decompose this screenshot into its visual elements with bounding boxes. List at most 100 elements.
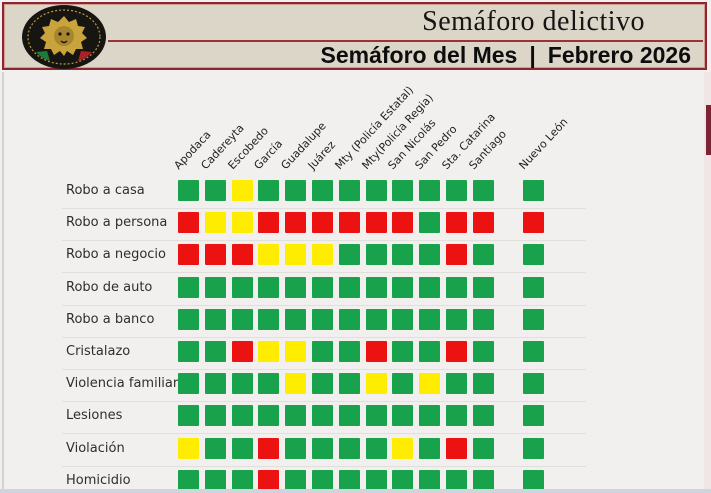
status-cell-red [258,438,279,459]
status-cell-green [232,470,253,491]
status-cell-green [285,277,306,298]
status-cell-green [205,309,226,330]
status-cell-green [232,438,253,459]
status-cell-green [205,180,226,201]
row-separator [62,337,586,338]
status-cell-green [285,405,306,426]
status-cell-green [339,438,360,459]
status-cell-green [523,180,544,201]
status-cell-green [446,277,467,298]
status-cell-green [258,180,279,201]
status-cell-green [339,341,360,362]
status-cell-green [392,244,413,265]
status-cell-green [232,373,253,394]
window-left-edge [2,72,4,489]
status-cell-green [312,341,333,362]
status-cell-green [473,438,494,459]
row-label: Robo a negocio [66,247,166,262]
status-cell-green [392,373,413,394]
status-cell-red [258,470,279,491]
status-cell-green [178,277,199,298]
status-cell-yellow [232,212,253,233]
status-cell-red [232,244,253,265]
status-cell-green [312,405,333,426]
status-cell-green [446,470,467,491]
status-cell-red [339,212,360,233]
row-separator [62,240,586,241]
status-cell-yellow [285,244,306,265]
status-cell-yellow [419,373,440,394]
status-cell-red [523,212,544,233]
status-cell-green [473,373,494,394]
page-title: Semáforo delictivo [422,6,645,37]
status-cell-green [232,309,253,330]
row-label: Cristalazo [66,344,131,359]
status-cell-green [339,180,360,201]
status-cell-yellow [178,438,199,459]
status-cell-green [392,180,413,201]
status-cell-green [446,180,467,201]
scrollbar-track[interactable] [704,72,711,489]
row-separator [62,466,586,467]
status-cell-green [392,405,413,426]
status-cell-green [419,405,440,426]
status-cell-green [523,341,544,362]
status-cell-green [339,373,360,394]
status-cell-red [392,212,413,233]
status-cell-green [392,277,413,298]
status-cell-green [366,180,387,201]
status-cell-green [473,341,494,362]
status-cell-green [205,438,226,459]
row-label: Robo a banco [66,312,155,327]
status-cell-green [473,470,494,491]
status-cell-green [473,277,494,298]
status-cell-yellow [205,212,226,233]
status-cell-green [339,277,360,298]
status-cell-green [312,438,333,459]
status-cell-green [178,309,199,330]
status-cell-yellow [258,244,279,265]
status-cell-green [205,341,226,362]
status-cell-green [392,470,413,491]
status-cell-green [523,309,544,330]
status-cell-green [419,470,440,491]
status-cell-green [419,277,440,298]
status-cell-green [392,309,413,330]
status-cell-green [419,309,440,330]
status-cell-yellow [285,373,306,394]
status-cell-green [178,470,199,491]
subtitle-left: Semáforo del Mes [320,42,518,68]
status-cell-green [523,244,544,265]
status-cell-yellow [366,373,387,394]
status-cell-red [178,244,199,265]
status-cell-green [392,341,413,362]
status-cell-green [339,470,360,491]
status-cell-red [446,438,467,459]
status-cell-green [178,180,199,201]
status-cell-red [446,244,467,265]
status-cell-green [419,341,440,362]
status-cell-green [285,470,306,491]
status-cell-green [312,470,333,491]
status-cell-green [523,438,544,459]
status-cell-green [312,373,333,394]
header-band: Semáforo delictivo Semáforo del Mes | Febr… [2,2,707,70]
status-cell-green [285,438,306,459]
status-cell-green [339,405,360,426]
status-cell-red [258,212,279,233]
status-cell-yellow [258,341,279,362]
page-subtitle: Semáforo del Mes | Febrero 2026 [321,42,691,69]
row-separator [62,369,586,370]
status-cell-green [366,438,387,459]
column-header-label: Nuevo León [516,115,571,172]
scrollbar-thumb[interactable] [706,105,711,155]
status-cell-green [446,373,467,394]
status-cell-green [339,309,360,330]
status-cell-green [232,277,253,298]
row-separator [62,208,586,209]
row-label: Robo de auto [66,280,153,295]
status-cell-green [473,180,494,201]
status-cell-green [285,180,306,201]
window-bottom-edge [0,489,711,493]
